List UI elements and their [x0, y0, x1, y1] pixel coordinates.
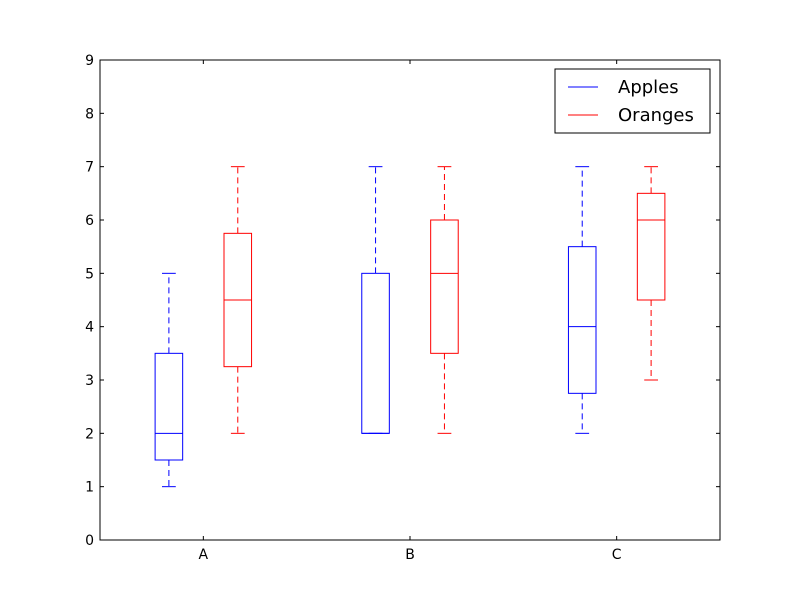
legend: Apples Oranges — [554, 68, 711, 134]
box-apples-c — [567, 166, 597, 434]
plot-frame — [99, 59, 721, 541]
legend-label-oranges: Oranges — [618, 105, 694, 126]
legend-label-apples: Apples — [618, 77, 679, 98]
y-tick-label: 8 — [85, 106, 94, 122]
box-oranges-a — [223, 166, 253, 434]
box-body — [430, 219, 459, 354]
box-body — [636, 192, 666, 301]
y-tick-label: 7 — [85, 160, 94, 176]
y-tick-label: 0 — [85, 533, 94, 549]
x-tick-label: C — [612, 547, 622, 563]
y-tick-label: 4 — [85, 320, 94, 336]
x-tick-label: A — [199, 547, 209, 563]
y-tick-label: 2 — [85, 426, 94, 442]
y-tick-label: 6 — [85, 213, 94, 229]
box-series — [154, 166, 666, 488]
x-tick-label: B — [405, 547, 415, 563]
y-tick-label: 3 — [85, 373, 94, 389]
y-tick-label: 5 — [85, 266, 94, 282]
box-body — [567, 246, 597, 394]
axis-ticks: 0 1 2 3 4 5 6 7 8 9 A B C — [85, 53, 720, 563]
legend-frame — [554, 68, 711, 134]
box-apples-a — [154, 272, 184, 488]
box-oranges-b — [430, 166, 459, 434]
box-apples-b — [361, 166, 390, 434]
box-body — [154, 352, 184, 461]
box-oranges-c — [636, 166, 666, 381]
y-tick-label: 9 — [85, 53, 94, 69]
y-tick-label: 1 — [85, 480, 94, 496]
